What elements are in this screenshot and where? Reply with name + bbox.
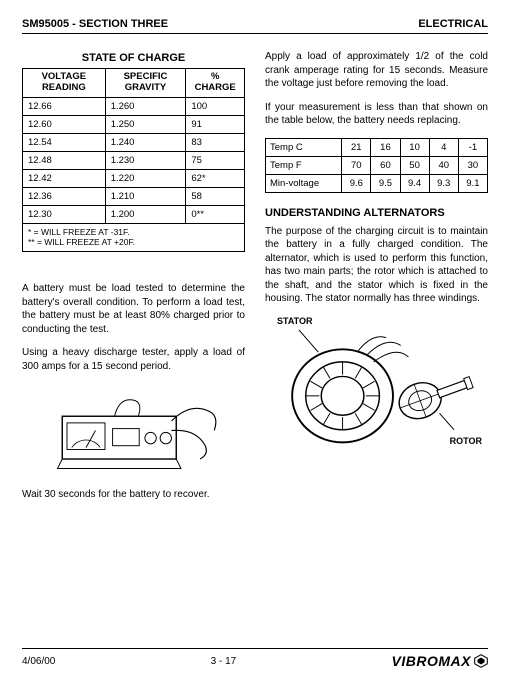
table-row: 12.421.22062* — [23, 169, 245, 187]
page-footer: 4/06/00 3 - 17 VIBROMAX — [22, 648, 488, 669]
left-para-3: Wait 30 seconds for the battery to recov… — [22, 488, 245, 502]
table-row: 12.361.21058 — [23, 187, 245, 205]
table-row: 12.481.23075 — [23, 151, 245, 169]
col-gravity: SPECIFIC GRAVITY — [105, 69, 186, 98]
header-rule — [22, 33, 488, 34]
soc-footnotes: * = WILL FREEZE AT -31F. ** = WILL FREEZ… — [22, 224, 245, 252]
doc-section: SM95005 - SECTION THREE — [22, 18, 168, 30]
tester-illustration — [22, 383, 245, 478]
table-row: Min-voltage 9.69.59.49.39.1 — [266, 174, 488, 192]
table-row: 12.541.24083 — [23, 133, 245, 151]
discharge-tester-figure — [22, 383, 245, 478]
state-of-charge-table: VOLTAGE READING SPECIFIC GRAVITY % CHARG… — [22, 68, 245, 224]
table-header-row: VOLTAGE READING SPECIFIC GRAVITY % CHARG… — [23, 69, 245, 98]
brand-logo-icon — [474, 654, 488, 668]
footer-page: 3 - 17 — [211, 656, 237, 667]
table-row: 12.301.2000** — [23, 205, 245, 223]
doc-category: ELECTRICAL — [418, 18, 488, 30]
left-para-2: Using a heavy discharge tester, apply a … — [22, 346, 245, 373]
footnote-2: ** = WILL FREEZE AT +20F. — [28, 237, 239, 248]
right-para-1: Apply a load of approximately 1/2 of the… — [265, 50, 488, 91]
table-row: Temp C 2116104-1 — [266, 138, 488, 156]
alternators-para: The purpose of the charging circuit is t… — [265, 225, 488, 306]
alternator-figure: STATOR — [265, 316, 488, 466]
left-column: STATE OF CHARGE VOLTAGE READING SPECIFIC… — [22, 44, 245, 512]
right-column: Apply a load of approximately 1/2 of the… — [265, 44, 488, 512]
footnote-1: * = WILL FREEZE AT -31F. — [28, 227, 239, 238]
col-voltage: VOLTAGE READING — [23, 69, 106, 98]
left-para-1: A battery must be load tested to determi… — [22, 282, 245, 336]
table-row: 12.661.260100 — [23, 97, 245, 115]
temp-voltage-table: Temp C 2116104-1 Temp F 7060504030 Min-v… — [265, 138, 488, 193]
table-row: 12.601.25091 — [23, 115, 245, 133]
brand-text: VIBROMAX — [392, 653, 471, 669]
footer-brand: VIBROMAX — [392, 653, 488, 669]
footer-rule — [22, 648, 488, 649]
col-charge: % CHARGE — [186, 69, 245, 98]
stator-label: STATOR — [277, 316, 313, 326]
alternators-heading: UNDERSTANDING ALTERNATORS — [265, 207, 488, 219]
right-para-2: If your measurement is less than that sh… — [265, 101, 488, 128]
soc-title: STATE OF CHARGE — [22, 52, 245, 64]
table-row: Temp F 7060504030 — [266, 156, 488, 174]
footer-date: 4/06/00 — [22, 656, 55, 667]
rotor-label: ROTOR — [450, 436, 482, 446]
